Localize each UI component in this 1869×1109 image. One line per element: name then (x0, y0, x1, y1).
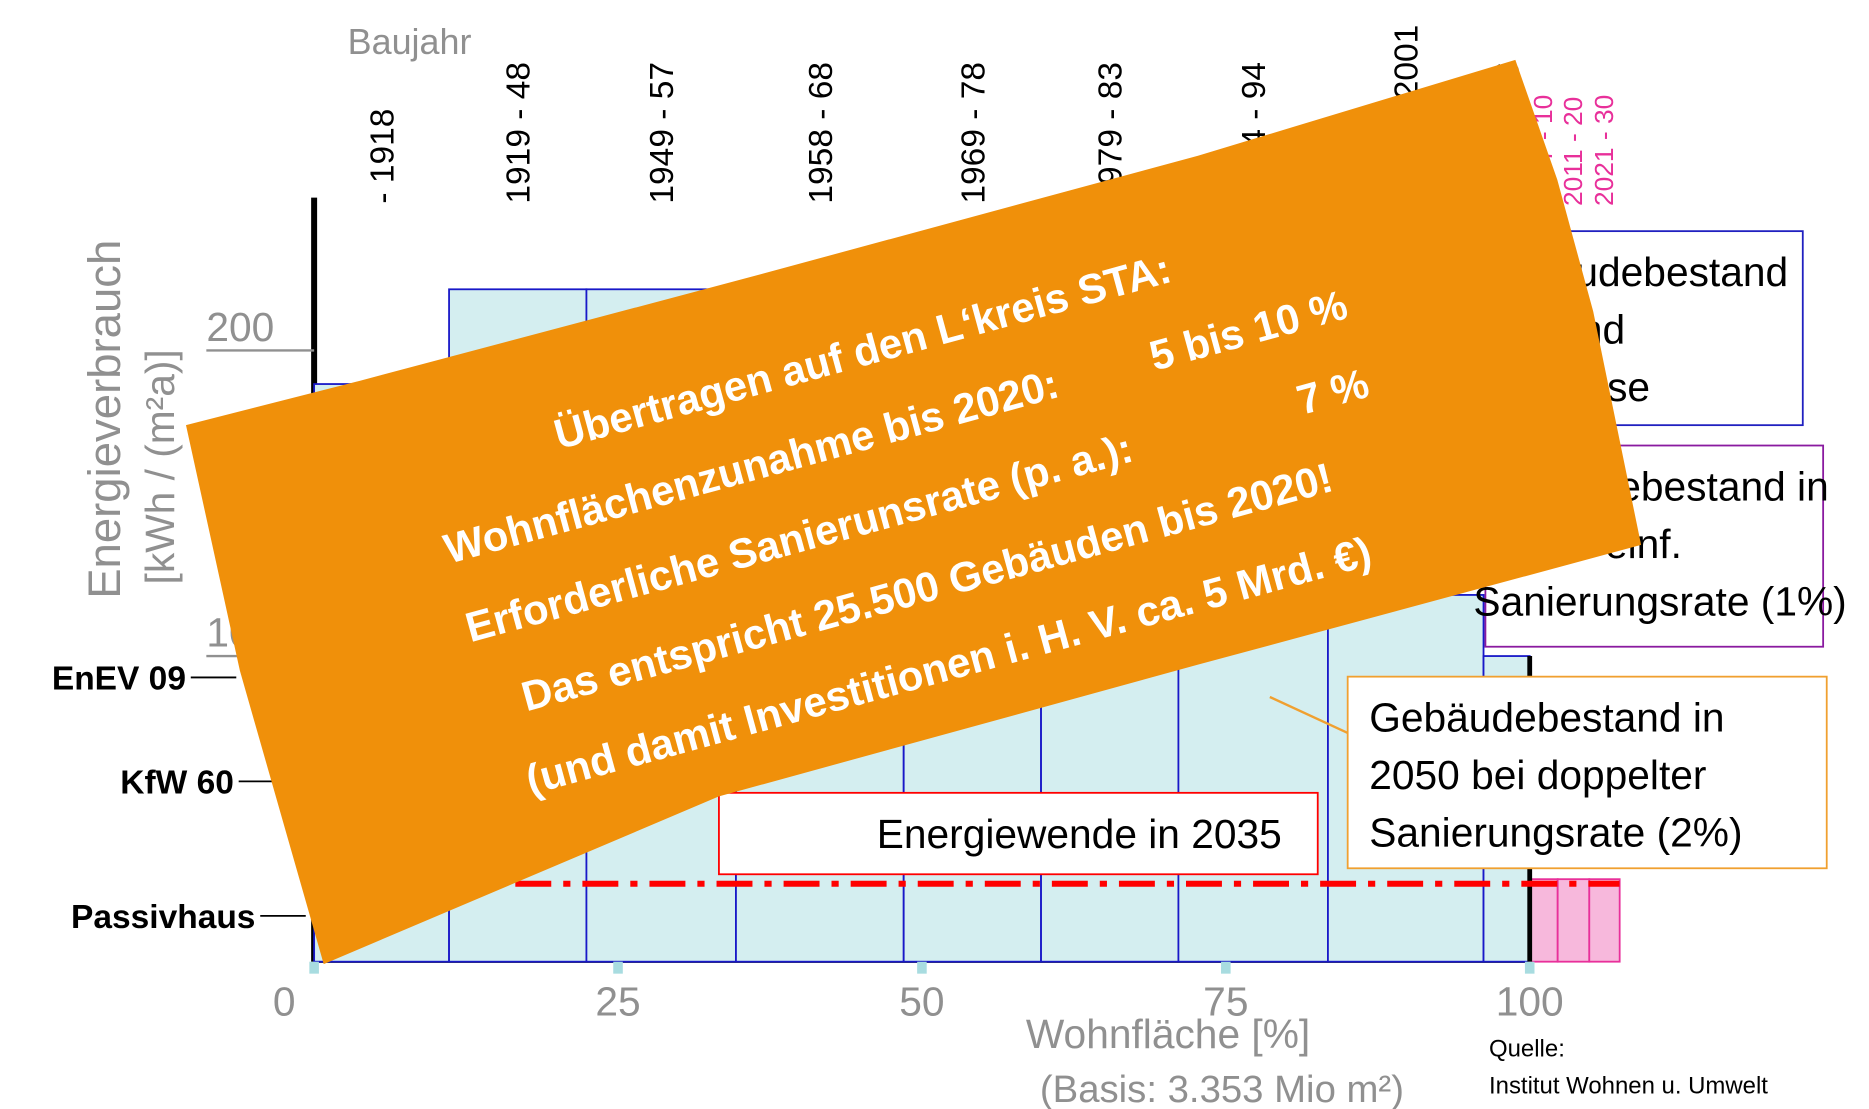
legend-text: Sanierungsrate (2%) (1369, 810, 1742, 856)
legend-text: Gebäudebestand in (1369, 695, 1724, 741)
category-label: 2021 - 30 (1589, 95, 1619, 206)
y-title-line: [kWh / (m²a)] (137, 349, 183, 584)
legend-text: Sanierungsrate (1%) (1473, 579, 1846, 625)
bar (1556, 878, 1591, 963)
target-label: Energiewende in 2035 (877, 811, 1282, 857)
legend-text: 2050 bei doppelter (1369, 752, 1706, 798)
x-top-title: Baujahr (348, 21, 472, 62)
connector (1269, 695, 1349, 735)
category-label: 1958 - 68 (803, 62, 840, 204)
x-tick-label: 25 (595, 979, 640, 1025)
x-tick-label: 100 (1496, 979, 1564, 1025)
x-title: Wohnfläche [%] (1026, 1011, 1310, 1057)
bar (1588, 878, 1621, 963)
category-label: - 1918 (365, 109, 402, 204)
category-label: 2011 - 20 (1558, 97, 1588, 206)
category-label: 1949 - 57 (644, 62, 681, 204)
y-title: Energieverbrauch [kWh / (m²a)] (79, 240, 183, 599)
reference-label: KfW 60 (120, 764, 234, 801)
y-tick-label: 200 (206, 304, 274, 350)
legend-box (1346, 675, 1828, 870)
y-title-line: Energieverbrauch (79, 240, 130, 599)
x-tick-label: 0 (273, 979, 296, 1025)
category-label: 1919 - 48 (501, 62, 538, 204)
x-tick-label: 50 (899, 979, 944, 1025)
x-tick-label: 75 (1203, 979, 1248, 1025)
source: Institut Wohnen u. Umwelt (1489, 1072, 1768, 1099)
x-title: (Basis: 3.353 Mio m²) (1040, 1068, 1404, 1109)
reference-label: EnEV 09 (52, 660, 186, 697)
target-box (718, 791, 1319, 876)
reference-label: Passivhaus (71, 899, 255, 936)
bar (1528, 878, 1559, 963)
source: Quelle: (1489, 1035, 1565, 1062)
overlay-patch (185, 59, 1642, 965)
category-label: 1969 - 78 (955, 62, 992, 204)
